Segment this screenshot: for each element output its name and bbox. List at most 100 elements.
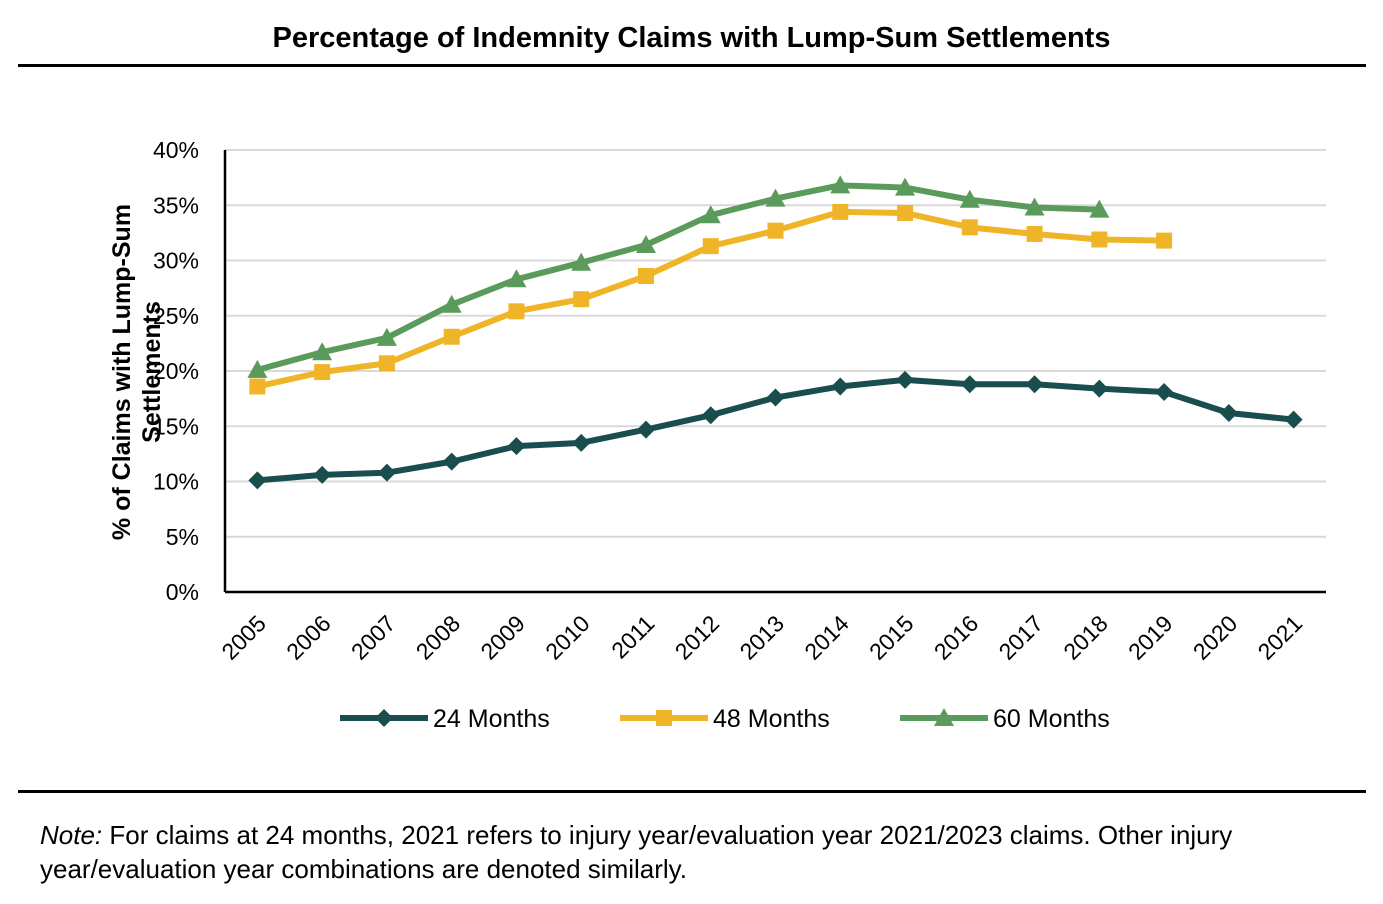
data-point (1090, 379, 1109, 398)
legend-marker (375, 709, 393, 727)
data-point (636, 420, 655, 439)
data-point (1026, 225, 1043, 242)
x-tick-label: 2020 (1188, 610, 1243, 665)
x-tick-label: 2007 (346, 610, 401, 665)
y-tick-label: 35% (153, 192, 199, 218)
data-point (896, 370, 915, 389)
axes (223, 150, 1326, 594)
data-point (312, 342, 333, 361)
y-tick-label: 20% (153, 358, 199, 384)
note: Note: For claims at 24 months, 2021 refe… (40, 818, 1360, 886)
data-point (507, 437, 526, 456)
x-tick-label: 2010 (540, 610, 595, 665)
top-rule (18, 64, 1366, 67)
y-tick-labels: 0% 5% 10% 15% 20% 25% 30% 35% 40% (153, 137, 199, 605)
bottom-rule (18, 790, 1366, 793)
series-layer (247, 175, 1303, 490)
data-point (314, 364, 331, 381)
data-point (766, 388, 785, 407)
y-tick-label: 10% (153, 469, 199, 495)
data-point (443, 328, 460, 345)
x-tick-label: 2019 (1123, 610, 1178, 665)
x-tick-label: 2018 (1058, 610, 1113, 665)
y-axis-label-text: % of Claims with Lump-SumSettlements (108, 204, 166, 540)
data-point (961, 219, 978, 236)
legend-entry: 60 Months (900, 705, 1110, 733)
data-point (1025, 375, 1044, 394)
data-point (832, 203, 849, 220)
x-tick-label: 2005 (216, 610, 271, 665)
data-point (313, 465, 332, 484)
data-point (1284, 410, 1303, 429)
data-point (573, 291, 590, 308)
x-tick-label: 2008 (411, 610, 466, 665)
data-point (765, 188, 786, 207)
data-point (442, 452, 461, 471)
data-point (1024, 197, 1045, 216)
series-60-months (247, 175, 1110, 378)
data-point (506, 269, 527, 288)
y-tick-label: 30% (153, 248, 199, 274)
data-point (247, 359, 268, 378)
y-tick-label: 5% (166, 524, 199, 550)
y-axis-label: % of Claims with Lump-SumSettlements (108, 204, 166, 540)
legend-entry: 48 Months (620, 705, 830, 733)
series-24-months (248, 370, 1303, 490)
data-point (1219, 403, 1238, 422)
x-tick-label: 2011 (606, 610, 659, 663)
data-point (830, 175, 851, 194)
data-point (767, 222, 784, 239)
data-point (377, 463, 396, 482)
data-point (700, 205, 721, 224)
y-tick-label: 0% (166, 579, 199, 605)
x-tick-labels: 2005 2006 2007 2008 2009 2010 2011 2012 2013 2014… (216, 610, 1307, 665)
series-48-months (249, 203, 1173, 395)
y-tick-label: 25% (153, 303, 199, 329)
y-axis-label-line: % of Claims with Lump-Sum (108, 204, 136, 540)
x-tick-label: 2006 (281, 610, 336, 665)
data-point (637, 267, 654, 284)
data-point (701, 406, 720, 425)
series-line (256, 182, 1100, 373)
legend: 24 Months 48 Months 60 Months (340, 705, 1110, 733)
data-point (895, 177, 916, 196)
note-label: Note: (40, 820, 103, 850)
data-point (378, 355, 395, 372)
x-tick-label: 2021 (1253, 610, 1308, 665)
chart-title: Percentage of Indemnity Claims with Lump… (272, 22, 1111, 54)
data-point (248, 471, 267, 490)
y-tick-label: 15% (153, 413, 199, 439)
y-tick-label: 40% (153, 137, 199, 163)
data-point (1156, 232, 1173, 249)
legend-marker (656, 710, 672, 726)
data-point (960, 375, 979, 394)
x-tick-label: 2015 (864, 610, 919, 665)
legend-label: 48 Months (713, 705, 830, 733)
data-point (1089, 199, 1110, 218)
data-point (831, 377, 850, 396)
data-point (376, 327, 397, 346)
data-point (571, 252, 592, 271)
data-point (1155, 382, 1174, 401)
data-point (635, 235, 656, 254)
x-tick-label: 2016 (929, 610, 984, 665)
y-axis-label-line: Settlements (138, 301, 166, 443)
legend-marker (934, 708, 954, 726)
data-point (441, 294, 462, 313)
data-point (572, 433, 591, 452)
data-point (897, 204, 914, 221)
legend-entry: 24 Months (340, 705, 550, 733)
data-point (702, 238, 719, 255)
legend-label: 60 Months (993, 705, 1110, 733)
note-text: For claims at 24 months, 2021 refers to … (40, 820, 1233, 884)
x-tick-label: 2013 (734, 610, 789, 665)
data-point (1091, 231, 1108, 248)
x-tick-label: 2009 (475, 610, 530, 665)
x-tick-label: 2014 (799, 610, 854, 665)
data-point (959, 189, 980, 208)
legend-label: 24 Months (433, 705, 550, 733)
line-chart: 0%5%10%15%20%25%30%35%40% 2005 2006 2007 20… (108, 137, 1326, 733)
x-tick-label: 2012 (670, 610, 725, 665)
x-tick-label: 2017 (994, 610, 1049, 665)
data-point (508, 303, 525, 320)
